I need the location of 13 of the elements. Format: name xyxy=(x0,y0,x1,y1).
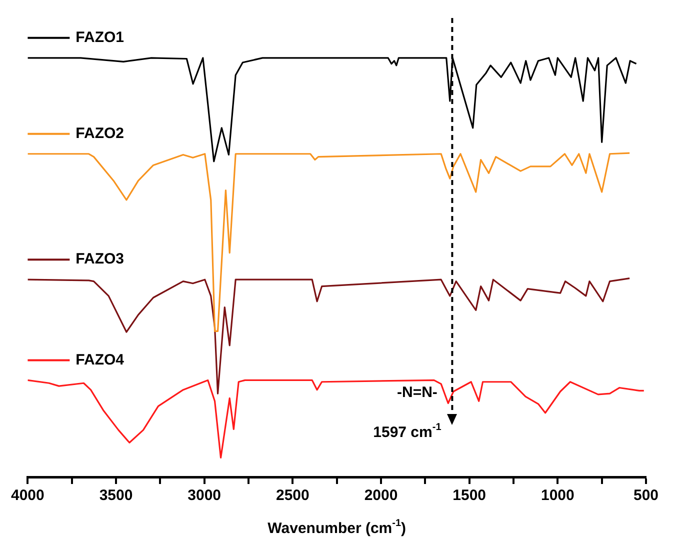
x-tick-label: 1000 xyxy=(540,487,574,504)
x-tick-label: 500 xyxy=(633,487,659,504)
legend-label: FAZO1 xyxy=(76,29,124,46)
legend-label: FAZO2 xyxy=(76,125,124,142)
legend-label: FAZO3 xyxy=(76,250,124,268)
x-tick-label: 2000 xyxy=(364,487,398,504)
legend-label: FAZO4 xyxy=(76,351,125,368)
x-tick-label: 4000 xyxy=(10,487,44,504)
x-tick-label: 3500 xyxy=(99,487,133,504)
x-tick-label: 3000 xyxy=(188,487,222,504)
ref-line-label: -N=N- xyxy=(396,384,438,402)
x-tick-label: 2500 xyxy=(276,487,310,504)
x-tick-label: 1500 xyxy=(452,487,486,504)
